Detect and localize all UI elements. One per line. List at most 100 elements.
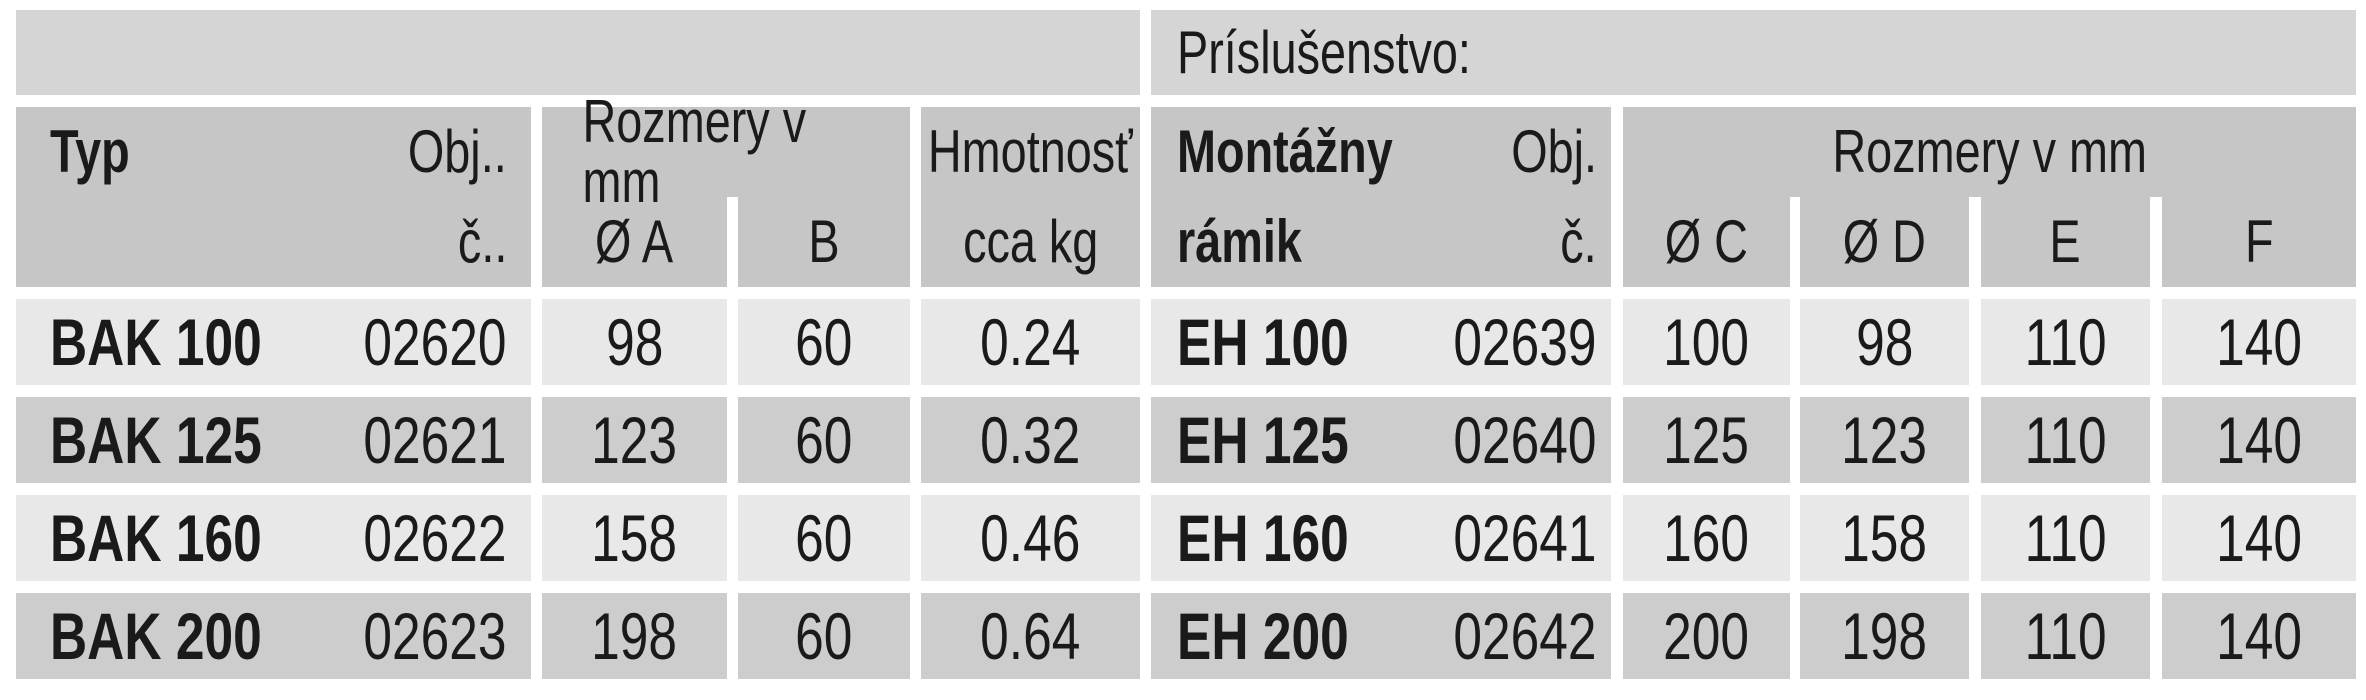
value-d: 198 xyxy=(1841,599,1928,673)
header-montazny-obj-cell: Montážny Obj. rámik č. xyxy=(1151,107,1611,287)
table-cell-e: 110 xyxy=(1981,593,2150,679)
value-a: 98 xyxy=(605,305,664,379)
header-cislo-label-left: č.. xyxy=(457,208,507,275)
header-hmotnost-line2: cca kg xyxy=(921,197,1140,287)
typ-name: BAK 100 xyxy=(50,305,262,379)
value-f: 140 xyxy=(2216,305,2302,379)
eh-name: EH 100 xyxy=(1177,305,1349,379)
table-cell-b: 60 xyxy=(738,397,910,483)
table-cell-b: 60 xyxy=(738,593,910,679)
table-cell-e: 110 xyxy=(1981,495,2150,581)
table-cell-c: 160 xyxy=(1623,495,1790,581)
table-cell-hmotnost: 0.64 xyxy=(921,593,1140,679)
table-row-eh200-name: EH 200 02642 xyxy=(1151,593,1611,679)
table-cell-b: 60 xyxy=(738,495,910,581)
header-col-a-label: Ø A xyxy=(595,208,674,275)
table-row-eh160-name: EH 160 02641 xyxy=(1151,495,1611,581)
value-b: 60 xyxy=(795,305,853,379)
eh-obj-number: 02640 xyxy=(1453,403,1597,477)
table-cell-f: 140 xyxy=(2162,593,2356,679)
header-rozmery-right-label: Rozmery v mm xyxy=(1832,118,2147,185)
accessories-header: Príslušenstvo: xyxy=(1151,10,2356,95)
header-col-f-label: F xyxy=(2244,208,2274,275)
eh-obj-number: 02641 xyxy=(1453,501,1597,575)
table-row-bak200-typ: BAK 200 02623 xyxy=(16,593,531,679)
table-cell-e: 110 xyxy=(1981,299,2150,385)
value-a: 158 xyxy=(591,501,678,575)
header-montazny-line2: rámik č. xyxy=(1177,197,1597,287)
table-cell-c: 200 xyxy=(1623,593,1790,679)
table-cell-a: 123 xyxy=(542,397,727,483)
typ-name: BAK 125 xyxy=(50,403,262,477)
table-cell-c: 125 xyxy=(1623,397,1790,483)
table-cell-e: 110 xyxy=(1981,397,2150,483)
value-hmotnost: 0.46 xyxy=(980,501,1081,575)
table-cell-d: 123 xyxy=(1800,397,1969,483)
value-d: 123 xyxy=(1841,403,1928,477)
header-rozmery-left-label: Rozmery v mm xyxy=(582,88,807,215)
value-b: 60 xyxy=(795,403,853,477)
value-f: 140 xyxy=(2216,501,2302,575)
header-col-f-cell: F xyxy=(2162,197,2356,287)
header-cislo-label-right: č. xyxy=(1560,208,1597,275)
table-row-bak100-typ: BAK 100 02620 xyxy=(16,299,531,385)
value-e: 110 xyxy=(2024,501,2107,575)
table-cell-hmotnost: 0.46 xyxy=(921,495,1140,581)
header-col-b-cell: B xyxy=(738,197,910,287)
header-hmotnost-label: Hmotnosť xyxy=(928,118,1133,185)
header-col-d-label: Ø D xyxy=(1842,208,1927,275)
table-cell-d: 198 xyxy=(1800,593,1969,679)
table-cell-f: 140 xyxy=(2162,495,2356,581)
value-a: 198 xyxy=(591,599,678,673)
table-cell-c: 100 xyxy=(1623,299,1790,385)
header-hmotnost-cell: Hmotnosť cca kg xyxy=(921,107,1140,287)
topbar-left-spacer xyxy=(16,10,1140,95)
eh-obj-number: 02639 xyxy=(1453,305,1597,379)
value-d: 158 xyxy=(1841,501,1928,575)
table-cell-f: 140 xyxy=(2162,299,2356,385)
header-typ-line2: č.. xyxy=(50,197,507,287)
header-col-c-cell: Ø C xyxy=(1623,197,1790,287)
typ-obj-number: 02620 xyxy=(363,305,507,379)
header-obj-label-left: Obj.. xyxy=(408,118,507,185)
value-b: 60 xyxy=(795,501,853,575)
value-f: 140 xyxy=(2216,599,2302,673)
table-row-bak125-typ: BAK 125 02621 xyxy=(16,397,531,483)
header-typ-label: Typ xyxy=(50,118,130,185)
value-c: 125 xyxy=(1663,403,1750,477)
table-cell-d: 98 xyxy=(1800,299,1969,385)
header-hmotnost-line1: Hmotnosť xyxy=(921,107,1140,197)
table-cell-hmotnost: 0.32 xyxy=(921,397,1140,483)
value-e: 110 xyxy=(2024,305,2107,379)
table-cell-a: 198 xyxy=(542,593,727,679)
accessories-label: Príslušenstvo: xyxy=(1177,18,1471,86)
value-e: 110 xyxy=(2024,599,2107,673)
typ-obj-number: 02622 xyxy=(363,501,507,575)
table-row-eh100-name: EH 100 02639 xyxy=(1151,299,1611,385)
table-row-eh125-name: EH 125 02640 xyxy=(1151,397,1611,483)
table-cell-a: 98 xyxy=(542,299,727,385)
header-col-e-cell: E xyxy=(1981,197,2150,287)
eh-name: EH 125 xyxy=(1177,403,1349,477)
table-cell-f: 140 xyxy=(2162,397,2356,483)
table-cell-hmotnost: 0.24 xyxy=(921,299,1140,385)
value-hmotnost: 0.24 xyxy=(980,305,1081,379)
value-c: 200 xyxy=(1663,599,1750,673)
header-rozmery-left-cell: Rozmery v mm xyxy=(542,92,910,212)
header-typ-line1: Typ Obj.. xyxy=(50,107,507,197)
eh-name: EH 200 xyxy=(1177,599,1349,673)
header-obj-label-right: Obj. xyxy=(1511,118,1597,185)
value-a: 123 xyxy=(591,403,678,477)
value-e: 110 xyxy=(2024,403,2107,477)
header-col-a-cell: Ø A xyxy=(542,197,727,287)
table-cell-b: 60 xyxy=(738,299,910,385)
header-ramik-label: rámik xyxy=(1177,208,1302,275)
eh-name: EH 160 xyxy=(1177,501,1349,575)
header-cca-kg-label: cca kg xyxy=(962,208,1099,275)
header-col-e-label: E xyxy=(2049,208,2082,275)
header-col-c-label: Ø C xyxy=(1664,208,1749,275)
header-montazny-label: Montážny xyxy=(1177,118,1393,185)
value-d: 98 xyxy=(1855,305,1914,379)
value-c: 160 xyxy=(1663,501,1750,575)
